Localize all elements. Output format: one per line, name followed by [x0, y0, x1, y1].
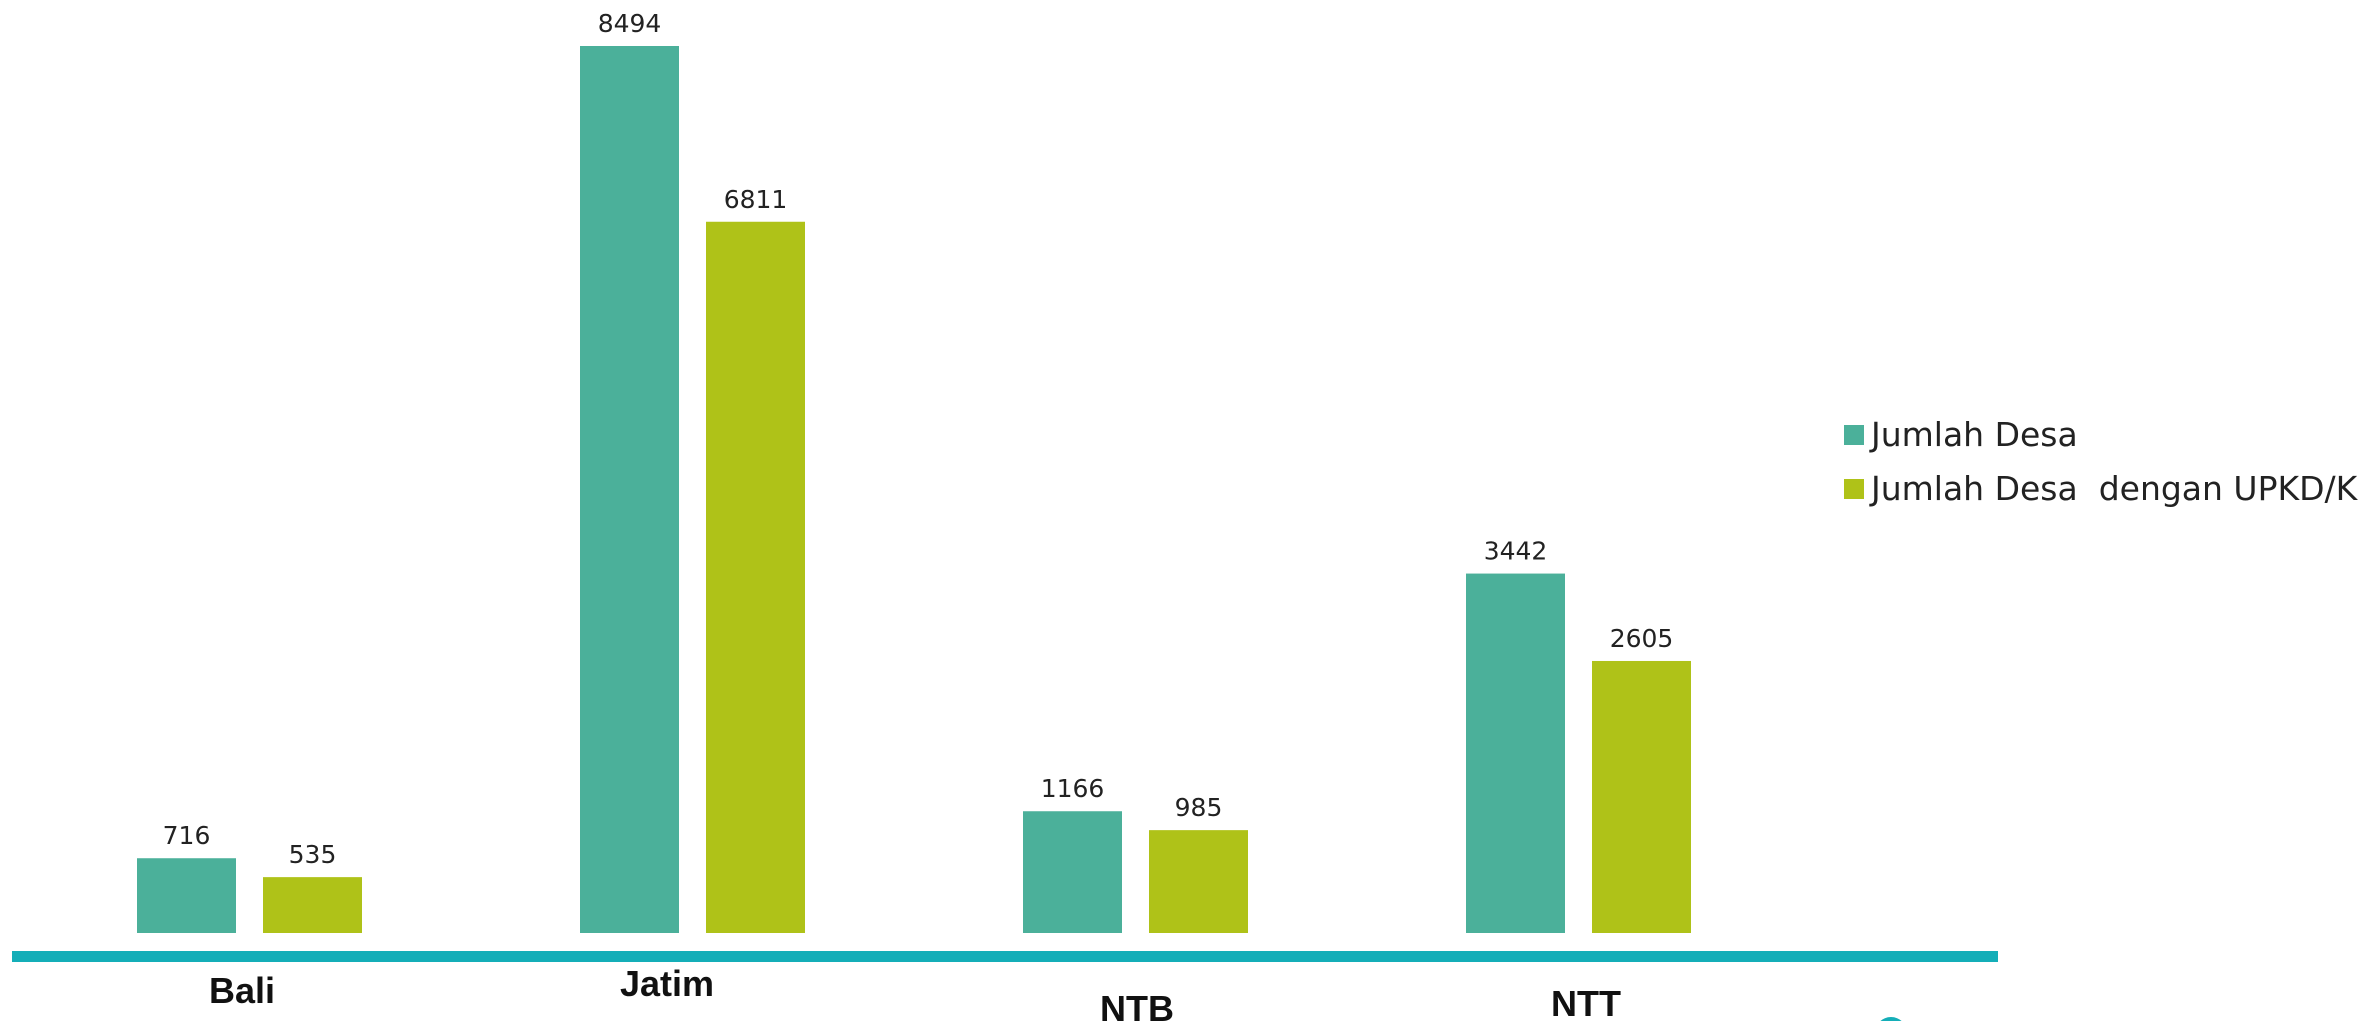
- value-label-bali-series-1: 716: [163, 821, 211, 850]
- legend-label-series-2: Jumlah Desa dengan UPKD/K: [1869, 469, 2359, 508]
- legend-label-series-1: Jumlah Desa: [1869, 415, 2078, 454]
- decorative-dot: [1880, 1017, 1902, 1021]
- value-label-ntb-series-2: 985: [1175, 793, 1223, 822]
- bar-jatim-series-2: [706, 221, 805, 933]
- category-label-bali: Bali: [209, 970, 275, 1011]
- legend-swatch-series-1: [1844, 425, 1864, 445]
- category-label-ntb: NTB: [1100, 988, 1174, 1021]
- value-label-jatim-series-2: 6811: [724, 185, 788, 214]
- value-label-ntb-series-1: 1166: [1041, 774, 1105, 803]
- value-label-ntt-series-2: 2605: [1610, 624, 1674, 653]
- x-axis-line: [12, 951, 1998, 962]
- bar-bali-series-1: [137, 858, 236, 933]
- category-label-jatim: Jatim: [620, 963, 714, 1004]
- value-label-jatim-series-1: 8494: [598, 9, 662, 38]
- category-label-ntt: NTT: [1551, 983, 1621, 1021]
- value-label-bali-series-2: 535: [289, 840, 337, 869]
- category-labels-group: Bali Jatim NTB NTT: [209, 963, 1621, 1021]
- value-labels-group: 716 535 8494 6811 1166 985 3442 2605: [163, 9, 1674, 869]
- bar-ntb-series-2: [1149, 830, 1248, 933]
- bar-jatim-series-1: [580, 46, 679, 933]
- bar-ntt-series-1: [1466, 573, 1565, 933]
- bar-ntt-series-2: [1592, 660, 1691, 933]
- bar-ntb-series-1: [1023, 811, 1122, 933]
- legend-swatch-series-2: [1844, 479, 1864, 499]
- bar-bali-series-2: [263, 877, 362, 933]
- bars-group: [137, 46, 1691, 933]
- legend: Jumlah Desa Jumlah Desa dengan UPKD/K: [1844, 415, 2359, 508]
- value-label-ntt-series-1: 3442: [1484, 537, 1548, 566]
